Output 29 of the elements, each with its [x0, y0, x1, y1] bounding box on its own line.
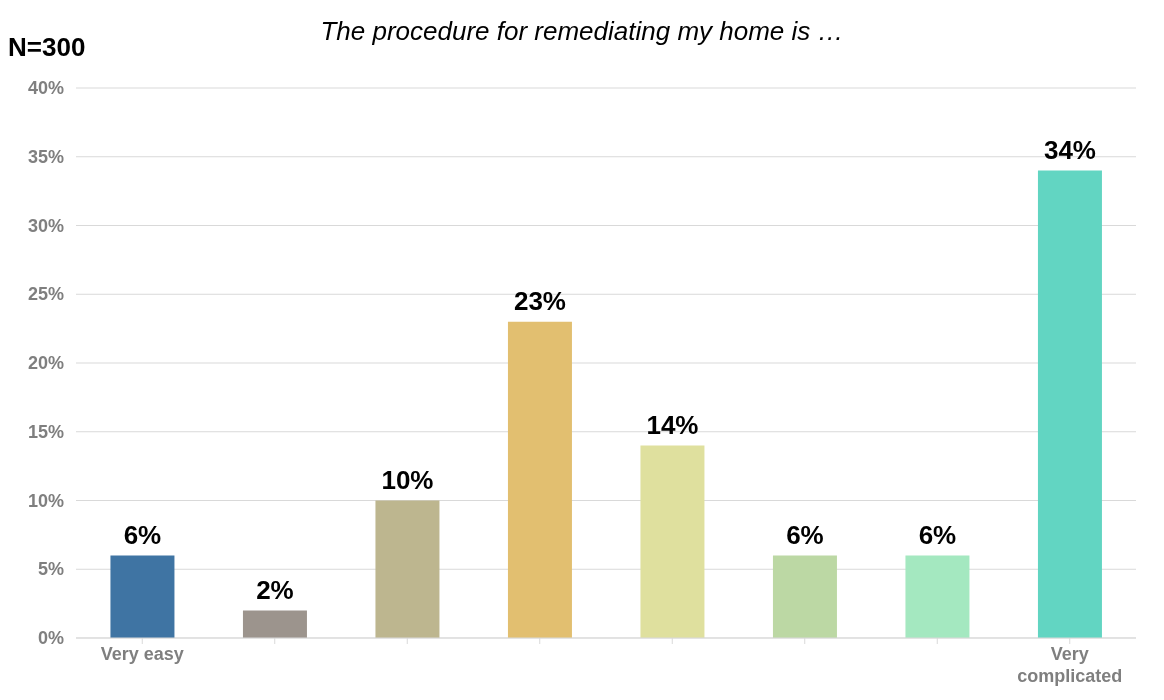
y-tick-label: 15% [27, 421, 64, 442]
data-label: 2% [256, 574, 294, 605]
y-tick-label: 10% [27, 490, 64, 511]
y-tick-label: 30% [27, 215, 64, 236]
x-tick-label: Very easy [100, 644, 184, 664]
data-label: 6% [786, 519, 824, 550]
chart-title: The procedure for remediating my home is … [320, 16, 844, 46]
data-label: 14% [646, 409, 699, 440]
bar [507, 321, 572, 638]
data-label: 23% [513, 285, 566, 316]
y-tick-label: 25% [27, 284, 64, 305]
bar [905, 555, 970, 638]
x-tick-label: Very complicated [1017, 644, 1123, 686]
bar [375, 500, 440, 638]
y-tick-label: 40% [27, 78, 64, 98]
bar [772, 555, 837, 638]
text: N=300 [8, 32, 86, 63]
data-label: 34% [1043, 134, 1096, 165]
y-tick-label: 35% [27, 146, 64, 167]
data-label: 10% [381, 464, 434, 495]
y-tick-label: 0% [37, 628, 64, 648]
y-tick-label: 5% [37, 559, 64, 580]
bar [1037, 170, 1102, 638]
bar [640, 445, 705, 638]
data-label: 6% [918, 519, 957, 550]
bar [242, 610, 307, 638]
bar [110, 555, 175, 638]
y-tick-label: 20% [27, 353, 64, 373]
data-label: 6% [123, 519, 162, 550]
